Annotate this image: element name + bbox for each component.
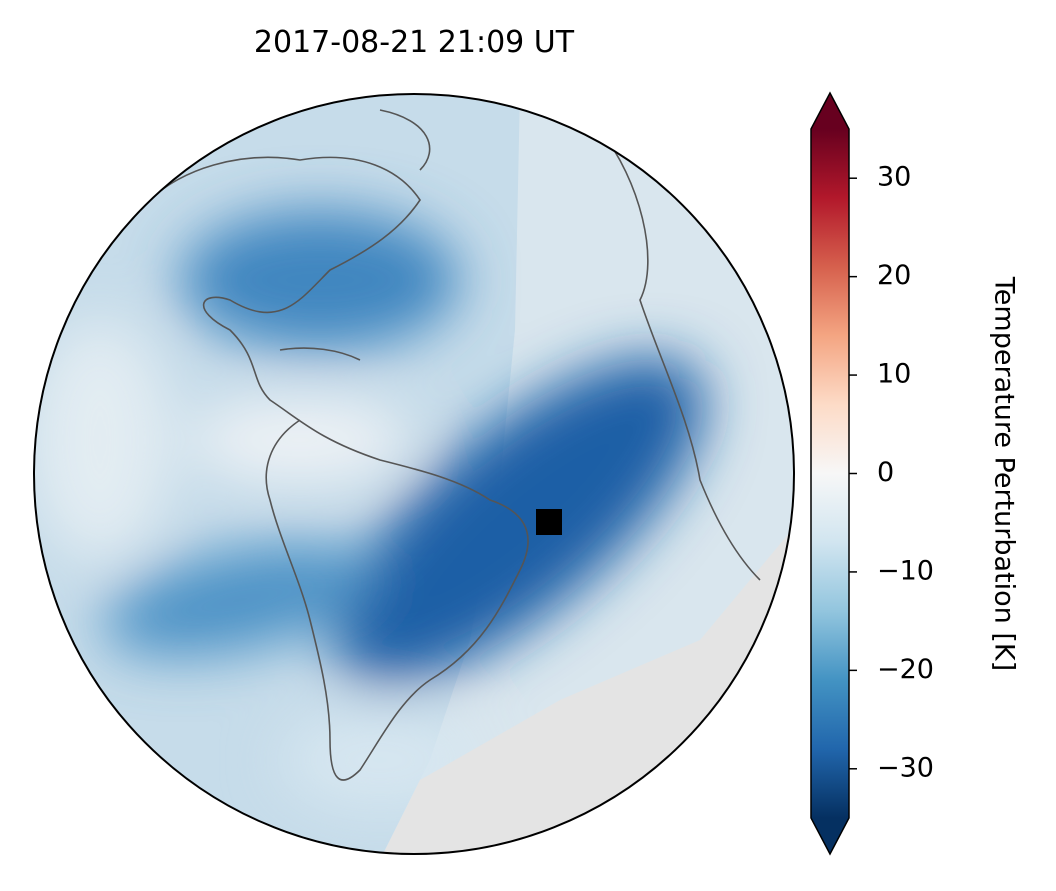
colorbar-tick-label: −20 <box>877 654 934 685</box>
map-title: 2017-08-21 21:09 UT <box>254 25 575 60</box>
colorbar-outline <box>810 91 850 856</box>
colorbar-tick-label: 10 <box>877 359 911 390</box>
colorbar-fill <box>811 129 849 818</box>
colorbar-extend-max <box>811 93 849 129</box>
colorbar-tick-label: 20 <box>877 260 911 291</box>
globe <box>34 94 794 854</box>
colorbar-tick-label: 30 <box>877 162 911 193</box>
colorbar: 30 20 10 0 −10 −20 −30 <box>810 91 934 856</box>
globe-outline <box>33 93 795 855</box>
colorbar-extend-min <box>811 818 849 854</box>
colorbar-label: Temperature Perturbation [K] <box>989 276 1020 671</box>
colorbar-tick-label: −10 <box>877 555 934 586</box>
location-marker <box>536 509 562 535</box>
colorbar-tick-label: −30 <box>877 752 934 783</box>
colorbar-tick-label: 0 <box>877 457 894 488</box>
